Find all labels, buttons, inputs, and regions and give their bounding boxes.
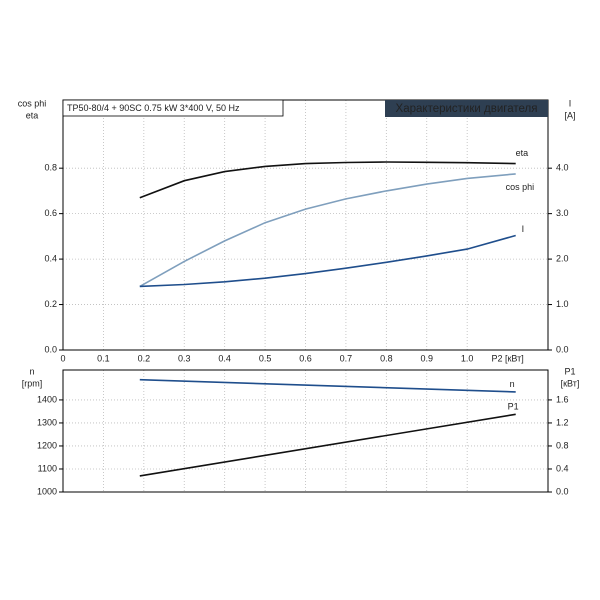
x-tick-label: 0.1 xyxy=(97,353,110,363)
x-tick-label: 0.6 xyxy=(299,353,312,363)
y-axis-label: n xyxy=(29,366,34,376)
chart-title: TP50-80/4 + 90SC 0.75 kW 3*400 V, 50 Hz xyxy=(67,103,240,113)
y-axis-label: eta xyxy=(26,110,39,120)
x-tick-label: 0.3 xyxy=(178,353,191,363)
series-label: eta xyxy=(516,148,529,158)
y2-axis-label: [A] xyxy=(564,110,575,120)
series-line xyxy=(139,173,516,288)
y2-tick-label: 1.2 xyxy=(556,417,569,427)
y-tick-label: 0.4 xyxy=(44,253,57,263)
x-tick-label: 1.0 xyxy=(461,353,474,363)
series-line xyxy=(139,413,516,477)
x-axis-label: P2 [кВт] xyxy=(491,353,523,363)
y-tick-label: 1200 xyxy=(37,440,57,450)
plot-frame xyxy=(62,99,549,351)
x-tick-label: 0.8 xyxy=(380,353,393,363)
y2-tick-label: 1.0 xyxy=(556,299,569,309)
subtitle-box xyxy=(385,100,548,117)
y-axis-label: cos phi xyxy=(18,98,47,108)
y-tick-label: 0.8 xyxy=(44,163,57,173)
series-line xyxy=(139,161,516,199)
y-tick-label: 1000 xyxy=(37,486,57,496)
y2-tick-label: 3.0 xyxy=(556,208,569,218)
y-tick-label: 0.6 xyxy=(44,208,57,218)
y-tick-label: 0.0 xyxy=(44,344,57,354)
y2-axis-label: P1 xyxy=(564,366,575,376)
y-tick-label: 0.2 xyxy=(44,299,57,309)
y-axis-label: [rpm] xyxy=(22,378,43,388)
x-tick-label: 0.9 xyxy=(420,353,433,363)
x-tick-label: 0 xyxy=(60,353,65,363)
x-tick-label: 0.5 xyxy=(259,353,272,363)
x-tick-label: 0.2 xyxy=(138,353,151,363)
y-tick-label: 1400 xyxy=(37,394,57,404)
y2-axis-label: I xyxy=(569,98,572,108)
series-label: I xyxy=(522,224,525,234)
plot-frame xyxy=(62,369,549,493)
series-line xyxy=(139,234,516,288)
y2-tick-label: 0.0 xyxy=(556,486,569,496)
y2-tick-label: 0.4 xyxy=(556,463,569,473)
y2-tick-label: 4.0 xyxy=(556,163,569,173)
y2-tick-label: 2.0 xyxy=(556,253,569,263)
y2-tick-label: 0.0 xyxy=(556,344,569,354)
y2-axis-label: [кВт] xyxy=(561,378,580,388)
chart-subtitle: Характеристики двигателя xyxy=(396,103,538,115)
series-line xyxy=(139,378,516,393)
title-box xyxy=(62,99,284,117)
x-tick-label: 0.7 xyxy=(340,353,353,363)
y2-tick-label: 1.6 xyxy=(556,394,569,404)
series-label: n xyxy=(510,379,515,389)
y-tick-label: 1100 xyxy=(38,463,57,473)
y-tick-label: 1300 xyxy=(37,417,57,427)
series-label: P1 xyxy=(508,402,519,412)
x-tick-label: 0.4 xyxy=(218,353,231,363)
series-label: cos phi xyxy=(506,182,535,192)
y2-tick-label: 0.8 xyxy=(556,440,569,450)
